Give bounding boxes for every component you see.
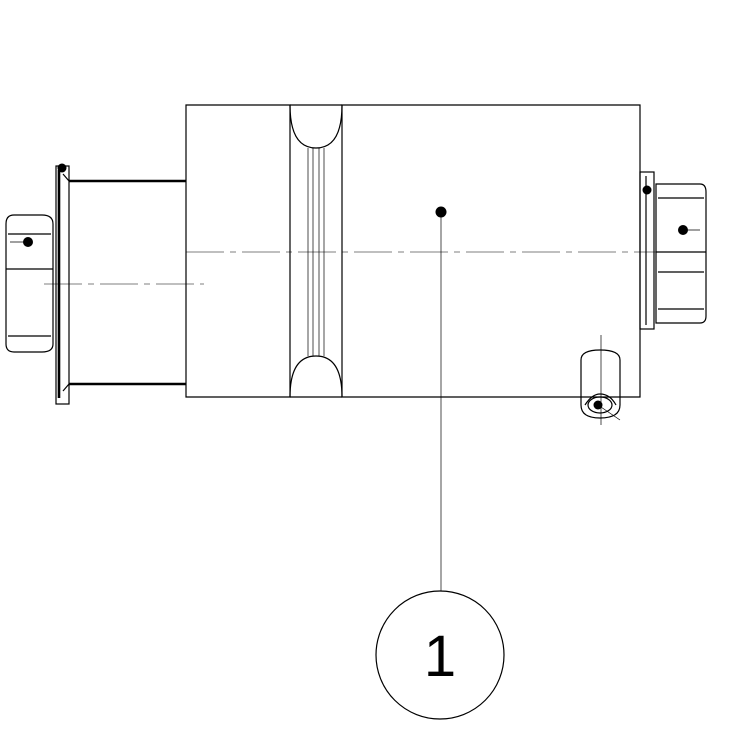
left-hex-nut [5,214,54,353]
item-balloon: 1 [375,212,505,720]
left-shaft [62,173,186,392]
balloon-number: 1 [424,624,456,689]
balloon-circle [375,590,505,720]
right-hex-nut [639,171,707,330]
left-flange-point [57,163,67,173]
main-body [185,104,641,398]
centerlines [44,251,706,285]
dowel-pin [580,335,621,425]
right-plate-point [642,185,652,195]
